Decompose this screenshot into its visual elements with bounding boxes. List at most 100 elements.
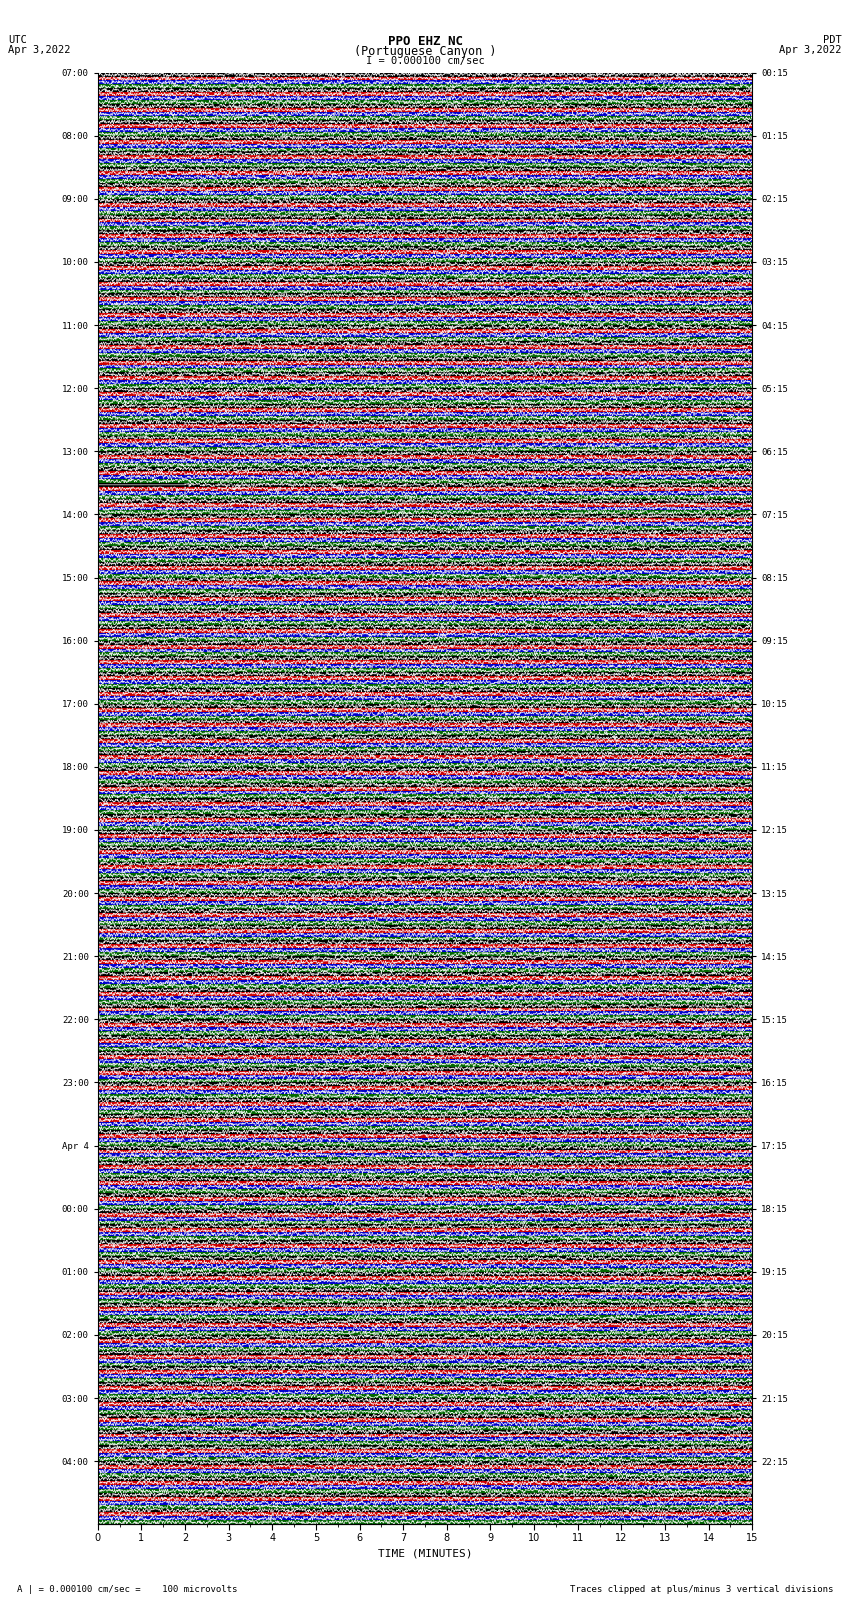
Bar (98, 116, 752, 119)
Bar (98, 815, 752, 818)
Bar (98, 605, 752, 610)
Bar (98, 1300, 752, 1303)
Bar (98, 397, 752, 400)
Bar (98, 253, 752, 258)
Bar (98, 637, 752, 640)
Bar (98, 1173, 752, 1177)
Bar (98, 313, 752, 318)
Bar (98, 648, 752, 653)
Bar (98, 1118, 752, 1123)
Bar (98, 239, 752, 242)
Bar (98, 602, 752, 605)
Bar (98, 294, 752, 297)
Bar (98, 231, 752, 234)
Bar (98, 274, 752, 277)
Text: A | = 0.000100 cm/sec =    100 microvolts: A | = 0.000100 cm/sec = 100 microvolts (17, 1584, 237, 1594)
Bar (98, 1169, 752, 1173)
Bar (98, 340, 752, 345)
Bar (98, 187, 752, 190)
Bar (98, 831, 752, 834)
Bar (98, 937, 752, 940)
Bar (98, 144, 752, 147)
Bar (98, 215, 752, 218)
Text: PDT: PDT (823, 35, 842, 45)
Bar (98, 1508, 752, 1513)
Bar (98, 873, 752, 877)
Bar (98, 545, 752, 550)
Bar (98, 1208, 752, 1213)
Bar (98, 1142, 752, 1145)
Bar (98, 981, 752, 984)
Bar (98, 297, 752, 302)
Bar (98, 724, 752, 727)
Bar (98, 510, 752, 515)
Bar (98, 73, 752, 76)
Bar (98, 531, 752, 534)
Bar (98, 226, 752, 231)
Bar (98, 1221, 752, 1224)
Bar (98, 613, 752, 618)
Bar (98, 326, 752, 329)
Bar (98, 965, 752, 968)
Bar (98, 515, 752, 518)
Bar (98, 1407, 752, 1410)
Bar (98, 1016, 752, 1019)
Bar (98, 1461, 752, 1465)
Bar (98, 179, 752, 182)
Bar (98, 684, 752, 689)
Bar (98, 645, 752, 648)
Bar (98, 539, 752, 542)
Bar (98, 482, 752, 487)
Bar (98, 1003, 752, 1008)
Bar (98, 436, 752, 439)
Bar (98, 468, 752, 471)
Bar (98, 286, 752, 290)
Bar (98, 147, 752, 152)
Bar (98, 731, 752, 736)
Bar (98, 837, 752, 842)
Bar (98, 76, 752, 81)
Bar (98, 384, 752, 389)
Bar (98, 247, 752, 250)
Bar (98, 774, 752, 779)
Bar (98, 392, 752, 397)
Bar (98, 1279, 752, 1284)
Bar (98, 1244, 752, 1248)
Bar (98, 444, 752, 447)
Bar (98, 695, 752, 700)
Bar (98, 1379, 752, 1382)
Bar (98, 692, 752, 695)
Bar (98, 995, 752, 1000)
Bar (98, 203, 752, 206)
Bar (98, 973, 752, 976)
Bar (98, 755, 752, 760)
Bar (98, 140, 752, 144)
Bar (98, 305, 752, 310)
Text: UTC: UTC (8, 35, 27, 45)
Bar (98, 566, 752, 569)
Bar (98, 1197, 752, 1200)
Bar (98, 495, 752, 498)
Bar (98, 948, 752, 952)
Bar (98, 1473, 752, 1478)
Bar (98, 81, 752, 84)
Bar (98, 550, 752, 553)
Bar (98, 1342, 752, 1347)
Bar (98, 1292, 752, 1295)
Bar (98, 1394, 752, 1398)
Bar (98, 168, 752, 171)
Bar (98, 1284, 752, 1287)
Bar (98, 373, 752, 376)
Bar (98, 290, 752, 294)
Bar (98, 589, 752, 594)
Bar (98, 798, 752, 802)
Bar (98, 952, 752, 957)
Bar (98, 1457, 752, 1461)
Bar (98, 261, 752, 266)
Bar (98, 992, 752, 995)
Bar (98, 845, 752, 850)
Bar (98, 1363, 752, 1366)
Bar (98, 234, 752, 239)
Bar (98, 1500, 752, 1505)
Bar (98, 916, 752, 921)
